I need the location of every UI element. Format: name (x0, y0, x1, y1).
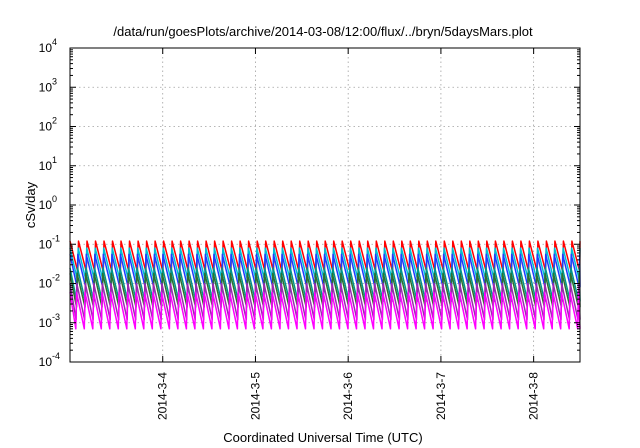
series-line (69, 247, 581, 282)
x-tick-label: 2014-3-8 (527, 372, 541, 420)
grid (70, 48, 580, 362)
plot-frame (69, 47, 581, 363)
x-tick-label: 2014-3-7 (434, 372, 448, 420)
y-tick-exponent: -3 (52, 312, 60, 322)
chart-title: /data/run/goesPlots/archive/2014-03-08/1… (113, 24, 533, 39)
y-tick-base: 10 (39, 237, 53, 251)
y-tick-exponent: 2 (52, 116, 57, 126)
y-tick-exponent: -4 (52, 351, 60, 361)
y-tick-label: 10 (39, 80, 53, 94)
y-tick-exponent: 4 (52, 37, 57, 47)
y-tick-base: 10 (39, 120, 53, 134)
y-axis-label: cSv/day (23, 181, 38, 228)
y-tick-label: 10 (39, 277, 53, 291)
y-tick-exponent: 0 (52, 194, 57, 204)
y-tick-base: 10 (39, 355, 53, 369)
y-tick-label: 10 (39, 198, 53, 212)
series-group (69, 240, 581, 330)
x-tick-labels: 2014-3-4 2014-3-5 2014-3-6 2014-3-7 2014-3-8 (156, 372, 541, 420)
series-line (69, 272, 581, 308)
series-line (69, 267, 581, 303)
series-line (69, 291, 581, 330)
y-tick-base: 10 (39, 80, 53, 94)
y-tick-label: 10 (39, 159, 53, 173)
y-tick-label: 10 (39, 316, 53, 330)
x-axis-label: Coordinated Universal Time (UTC) (223, 430, 422, 445)
series-line (69, 253, 581, 289)
series-line (69, 282, 581, 321)
y-tick-base: 10 (39, 316, 53, 330)
x-tick-label: 2014-3-6 (341, 372, 355, 420)
x-tick-label: 2014-3-4 (156, 372, 170, 420)
y-tick-label: 10 (39, 237, 53, 251)
y-tick-exponent: 1 (52, 155, 57, 165)
y-tick-base: 10 (39, 159, 53, 173)
y-tick-exponent: 3 (52, 76, 57, 86)
x-tick-label: 2014-3-5 (248, 372, 262, 420)
y-tick-label: 10 (39, 41, 53, 55)
series-line (69, 240, 581, 273)
y-tick-exponent: -1 (52, 233, 60, 243)
y-tick-exponent: -2 (52, 273, 60, 283)
y-tick-base: 10 (39, 277, 53, 291)
y-tick-base: 10 (39, 198, 53, 212)
y-tick-base: 10 (39, 41, 53, 55)
y-tick-label: 10 (39, 120, 53, 134)
y-tick-label: 10 (39, 355, 53, 369)
